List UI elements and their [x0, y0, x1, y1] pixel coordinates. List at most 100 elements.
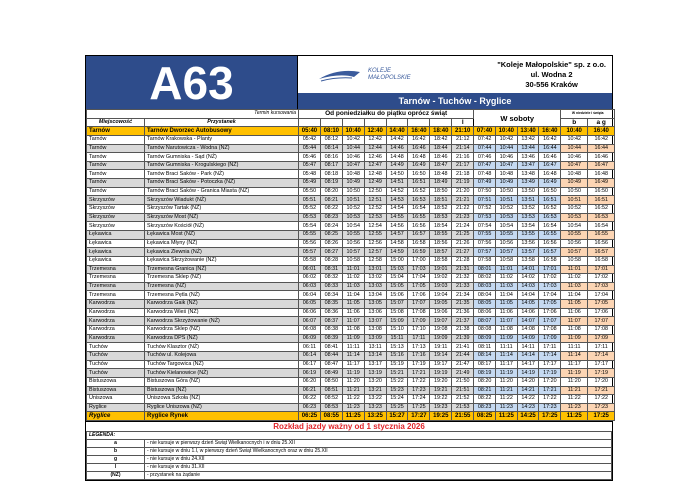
departure-time: 07:48: [473, 169, 496, 180]
departure-time: 21:49: [451, 368, 475, 378]
stop-cell: Tarnów Krakowska - Planty: [144, 134, 299, 145]
timetable: Termin kursowania Od poniedziałku do pią…: [86, 108, 616, 422]
departure-time: 06:23: [298, 402, 321, 413]
table-row: Karwodrza Karwodrza DPS (NŻ) 06:09 08:39 11:…: [86, 333, 616, 344]
departure-time: 11:11: [341, 342, 365, 352]
koleje-malopolskie-logo: KOLEJE MAŁOPOLSKIE: [318, 68, 411, 82]
departure-time: 10:48: [341, 169, 365, 180]
departure-time: 11:19: [341, 368, 365, 378]
departure-time: 12:54: [363, 221, 387, 231]
stop-cell: Karwodrza Skrzyżowanie (NŻ): [144, 316, 299, 326]
logo-text: MAŁOPOLSKIE: [368, 74, 411, 81]
stop-cell: Tarnów Gumniska - Krogulskiego (NŻ): [144, 160, 299, 171]
departure-time: 07:50: [473, 186, 496, 197]
departure-time: 14:53: [385, 195, 409, 206]
departure-time: 19:19: [429, 368, 453, 378]
departure-time: 16:57: [538, 247, 562, 257]
departure-time: 17:07: [407, 299, 431, 309]
place-cell: Tuchów: [86, 342, 145, 352]
place-cell: Trzemesna: [86, 264, 145, 275]
departure-time: 17:19: [587, 368, 616, 378]
departure-time: 05:49: [298, 178, 321, 188]
departure-time: 08:04: [473, 290, 496, 301]
departure-time: 16:42: [587, 134, 616, 145]
table-row: Trzemesna Trzemesna Granica (NŻ) 06:01 08:3…: [86, 264, 616, 275]
weekday-mark: [385, 117, 409, 128]
sundays-header: W niedziele i święta: [560, 109, 616, 119]
table-row: Tarnów Tarnów Gumniska - Krogulskiego (NŻ…: [86, 160, 616, 171]
legend-text: - nie kursuje w dniu 24.XII: [144, 455, 612, 465]
departure-time: 15:25: [385, 402, 409, 413]
departure-time: 11:17: [341, 359, 365, 370]
departure-time: 12:44: [363, 143, 387, 154]
departure-time: 17:02: [587, 273, 616, 283]
departure-time: 21:32: [451, 273, 475, 283]
departure-time: 21:18: [451, 169, 475, 180]
departure-time: 08:16: [319, 152, 343, 162]
departure-time: 16:55: [538, 229, 562, 240]
place-cell: Łękawica: [86, 238, 145, 249]
departure-time: 15:24: [385, 394, 409, 404]
place-cell: Łękawica: [86, 255, 145, 266]
departure-time: 19:25: [429, 411, 453, 422]
stop-cell: Uniszowa Szkoła (NŻ): [144, 394, 299, 404]
departure-time: 08:17: [319, 160, 343, 171]
departure-time: 10:58: [341, 255, 365, 266]
table-row: Karwodrza Karwodrza Gaik (NŻ) 06:05 08:35 11…: [86, 299, 616, 309]
stop-cell: Tarnów Braci Saków - Park (NŻ): [144, 169, 299, 180]
stop-cell: Tarnów Dworzec Autobusowy: [144, 126, 299, 136]
departure-time: 21:25: [451, 229, 475, 240]
departure-time: 21:16: [451, 152, 475, 162]
departure-time: 16:58: [538, 255, 562, 266]
departure-time: 13:06: [363, 307, 387, 318]
departure-time: 21:12: [451, 134, 475, 145]
departure-time: 10:56: [341, 238, 365, 249]
departure-time: 08:19: [473, 368, 496, 378]
validity-notice: Rozkład jazdy ważny od 1 stycznia 2026: [86, 421, 612, 431]
departure-time: 15:09: [385, 316, 409, 326]
weekday-mark: l: [451, 117, 475, 128]
departure-time: 10:53: [341, 212, 365, 223]
departure-time: 13:56: [516, 238, 540, 249]
departure-time: 11:03: [560, 281, 589, 292]
departure-time: 05:42: [298, 134, 321, 145]
departure-time: 06:03: [298, 281, 321, 292]
departure-time: 19:14: [429, 350, 453, 361]
departure-time: 08:09: [473, 333, 496, 344]
departure-time: 11:21: [560, 385, 589, 396]
departure-time: 17:25: [587, 411, 616, 422]
departure-time: 15:07: [385, 299, 409, 309]
departure-time: 08:12: [319, 134, 343, 145]
departure-time: 07:49: [473, 178, 496, 188]
departure-time: 21:22: [451, 204, 475, 214]
departure-time: 16:49: [587, 178, 616, 188]
stop-cell: Łękawica Zlewnia (NŻ): [144, 247, 299, 257]
departure-time: 05:56: [298, 238, 321, 249]
place-cell: Trzemesna: [86, 273, 145, 283]
departure-time: 10:50: [560, 186, 589, 197]
legend-row: l- nie kursuje w dniu 31.XII: [86, 463, 612, 473]
departure-time: 10:51: [341, 195, 365, 206]
departure-time: 21:39: [451, 333, 475, 344]
departure-time: 16:54: [538, 221, 562, 231]
departure-time: 18:56: [429, 238, 453, 249]
departure-time: 17:09: [538, 333, 562, 344]
legend-text: - nie kursuje w pierwszy dzień Świąt Wie…: [144, 439, 612, 449]
table-row: Tarnów Tarnów Dworzec Autobusowy 05:40 08:1…: [86, 126, 616, 136]
departure-time: 17:13: [407, 342, 431, 352]
departure-time: 08:35: [319, 299, 343, 309]
departure-time: 11:07: [494, 316, 518, 326]
departure-time: 08:11: [473, 342, 496, 352]
departure-time: 16:47: [587, 160, 616, 171]
sunday-mark: a g: [587, 117, 616, 128]
stop-cell: Skrzyszów Kościół (NŻ): [144, 221, 299, 231]
departure-time: 11:23: [560, 402, 589, 413]
departure-time: 13:02: [363, 273, 387, 283]
legend: LEGENDA: a- nie kursuje w pierwszy dzień…: [86, 431, 612, 481]
departure-time: 08:06: [473, 307, 496, 318]
departure-time: 07:56: [473, 238, 496, 249]
departure-time: 21:24: [451, 221, 475, 231]
departure-time: 16:48: [587, 169, 616, 180]
place-cell: Bistuszowa: [86, 385, 145, 396]
departure-time: 17:06: [538, 307, 562, 318]
